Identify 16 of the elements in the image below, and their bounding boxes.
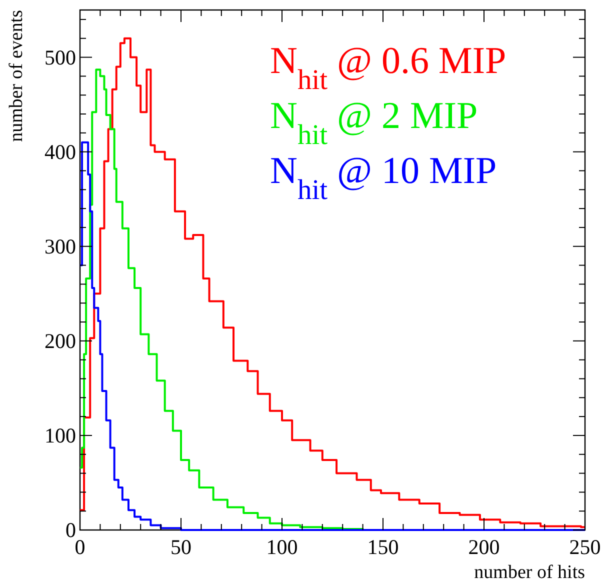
x-tick-label: 250 [569, 535, 601, 559]
x-tick-label: 100 [266, 535, 298, 559]
x-axis-title: number of hits [474, 562, 585, 583]
text: N$_{hit}$ @ 0.6 MIP [270, 40, 506, 96]
text: N$_{hit}$ @ 2 MIP [270, 95, 478, 150]
y-tick-label: 400 [44, 140, 76, 164]
x-tick-label: 150 [367, 535, 399, 559]
x-tick-label: 50 [170, 535, 192, 559]
y-tick-label: 500 [44, 45, 76, 70]
y-tick-label: 300 [44, 234, 76, 258]
x-tick-label: 200 [468, 535, 500, 559]
y-axis-title: number of events [6, 10, 27, 142]
y-tick-label: 200 [44, 328, 76, 353]
y-tick-label: 0 [66, 518, 76, 542]
y-tick-label: 100 [44, 423, 76, 448]
text: N$_{hit}$ @ 10 MIP [270, 150, 497, 206]
